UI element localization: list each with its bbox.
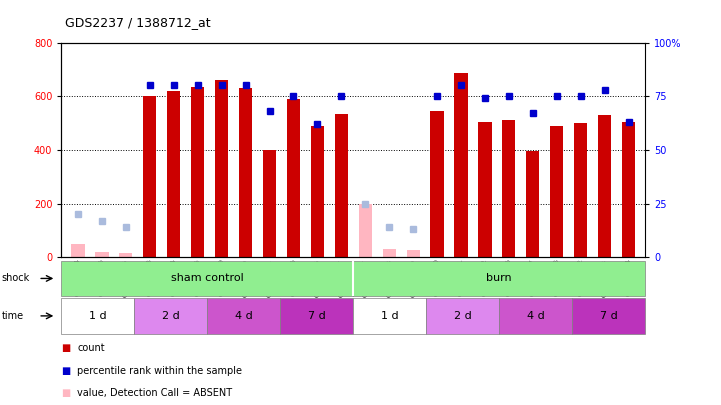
Text: count: count	[77, 343, 105, 353]
Text: 1 d: 1 d	[381, 311, 399, 321]
Bar	[95, 252, 109, 257]
Bar	[598, 115, 611, 257]
Bar	[454, 73, 468, 257]
Text: 7 d: 7 d	[308, 311, 326, 321]
Text: 7 d: 7 d	[600, 311, 618, 321]
Text: time: time	[1, 311, 24, 321]
Bar	[550, 126, 563, 257]
Bar	[120, 253, 133, 257]
Text: shock: shock	[1, 273, 30, 283]
Bar	[358, 203, 372, 257]
Bar	[526, 151, 539, 257]
Bar	[143, 96, 156, 257]
Text: sham control: sham control	[171, 273, 244, 283]
Bar	[335, 114, 348, 257]
Bar	[61, 298, 134, 334]
Bar	[430, 111, 443, 257]
Bar	[208, 298, 280, 334]
Text: 4 d: 4 d	[527, 311, 544, 321]
Bar	[280, 298, 353, 334]
Bar	[503, 120, 516, 257]
Text: percentile rank within the sample: percentile rank within the sample	[77, 366, 242, 375]
Text: ■: ■	[61, 366, 71, 375]
Text: burn: burn	[487, 273, 512, 283]
Bar	[61, 261, 353, 296]
Bar	[311, 126, 324, 257]
Bar	[574, 123, 587, 257]
Text: ■: ■	[61, 388, 71, 398]
Bar	[407, 250, 420, 257]
Bar	[353, 261, 645, 296]
Bar	[71, 244, 84, 257]
Text: GDS2237 / 1388712_at: GDS2237 / 1388712_at	[65, 16, 211, 29]
Text: 4 d: 4 d	[235, 311, 252, 321]
Bar	[572, 298, 645, 334]
Bar	[191, 87, 204, 257]
Text: 1 d: 1 d	[89, 311, 107, 321]
Bar	[478, 122, 492, 257]
Bar	[263, 150, 276, 257]
Bar	[215, 80, 229, 257]
Text: value, Detection Call = ABSENT: value, Detection Call = ABSENT	[77, 388, 232, 398]
Bar	[287, 99, 300, 257]
Bar	[239, 88, 252, 257]
Bar	[167, 91, 180, 257]
Bar	[622, 122, 635, 257]
Text: 2 d: 2 d	[162, 311, 180, 321]
Bar	[353, 298, 426, 334]
Bar	[134, 298, 208, 334]
Text: ■: ■	[61, 343, 71, 353]
Bar	[383, 249, 396, 257]
Text: 2 d: 2 d	[454, 311, 472, 321]
Bar	[426, 298, 499, 334]
Bar	[499, 298, 572, 334]
